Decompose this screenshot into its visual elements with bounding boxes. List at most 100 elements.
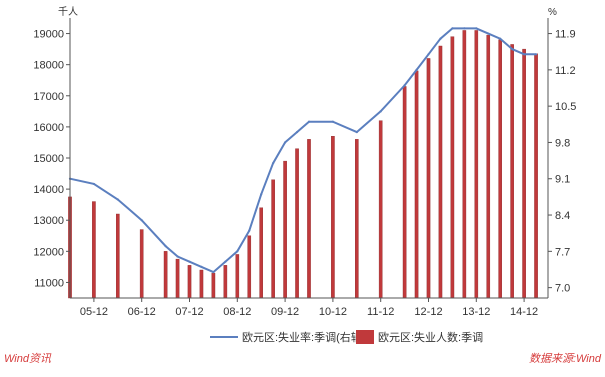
bar-mark [223,265,228,299]
left-tick-label: 16000 [33,122,64,134]
bar-mark [426,58,431,299]
bar-mark [175,258,180,299]
left-tick-label: 19000 [33,29,64,41]
bar-mark [522,48,526,299]
x-tick-label: 11-12 [367,306,394,318]
bar-mark [235,254,240,299]
line-point [176,255,179,258]
line-point [534,53,538,56]
footer-source-left: Wind资讯 [4,352,52,365]
line-point [451,27,454,30]
bar-mark [283,160,287,299]
line-point [475,27,478,30]
bar-mark [378,120,383,299]
line-point [523,53,526,56]
bar-mark [187,265,192,299]
line-point [260,193,263,196]
series-line [69,27,536,274]
bar-mark [402,86,407,299]
line-point [463,27,466,30]
left-tick-label: 11000 [34,277,64,289]
x-tick-label: 13-12 [462,306,490,318]
line-point [499,37,502,40]
line-point [487,32,490,35]
line-point [403,84,406,87]
right-tick-label: 8.4 [555,210,570,222]
line-point [92,182,95,186]
line-point [164,245,167,248]
bar-mark [259,207,264,299]
legend: 欧元区:失业率:季调(右轴) 欧元区:失业人数:季调 [210,330,483,344]
legend-label-line: 欧元区:失业率:季调(右轴) [242,330,365,344]
bar-mark [438,45,443,299]
bar-mark [450,36,455,299]
bar-mark [414,70,419,299]
bar-mark [331,136,335,299]
bar-mark [498,39,503,299]
bar-mark [247,235,252,299]
right-tick-label: 9.8 [555,137,570,149]
x-tick-label: 05-12 [80,306,108,318]
line-point [439,37,442,40]
bar-mark [139,229,144,299]
line-point [140,219,143,222]
x-tick-label: 07-12 [175,306,203,318]
right-tick-label: 10.5 [555,101,576,113]
bar-mark [271,179,275,299]
line-point [200,265,203,268]
line-point [355,130,358,134]
x-tick-label: 06-12 [128,306,156,318]
line-point [331,120,334,123]
line-point [511,48,514,51]
line-point [284,141,287,144]
left-axis-unit: 千人 [58,6,78,18]
line-point [379,110,382,113]
line-point [427,53,430,56]
line-point [295,130,299,134]
right-tick-label: 7.7 [555,246,570,258]
bar-mark [462,30,467,299]
x-tick-label: 09-12 [271,306,299,318]
line-point [307,120,311,123]
bar-mark [163,251,168,299]
line-point [236,250,239,253]
line-point [415,68,418,71]
line-point [248,229,251,232]
left-tick-label: 13000 [33,215,64,227]
right-axis-unit: % [548,7,557,18]
bar-mark [115,213,120,299]
line-point [224,260,227,263]
bar-mark [211,272,216,299]
footer-source-right: 数据来源:Wind [529,352,602,365]
left-tick-label: 14000 [33,184,64,196]
bar-mark [199,269,204,299]
bar-mark [534,53,538,299]
legend-swatch-bar [356,330,374,344]
bar-mark [486,34,491,299]
x-tick-label: 12-12 [414,306,442,318]
bar-mark [307,139,311,299]
left-tick-label: 12000 [33,246,64,258]
line-point [116,198,119,201]
line-point [212,270,215,274]
bar-mark [510,44,514,299]
bar-mark [474,30,479,299]
legend-label-bar: 欧元区:失业人数:季调 [378,331,483,344]
line-point [188,260,191,263]
x-tick-label: 10-12 [319,306,347,318]
left-tick-label: 15000 [33,153,64,165]
axes: 11000 12000 13000 14000 15000 16000 17000 18000… [33,18,576,318]
right-tick-label: 11.2 [555,65,576,77]
line-point [272,162,275,165]
right-tick-label: 9.1 [555,174,570,186]
right-tick-label: 11.9 [555,29,576,41]
bar-mark [295,148,299,299]
bar-mark [355,139,359,299]
right-tick-label: 7.0 [555,283,570,295]
left-tick-label: 17000 [33,91,64,103]
x-tick-label: 14-12 [510,306,538,318]
bar-mark [92,201,96,299]
